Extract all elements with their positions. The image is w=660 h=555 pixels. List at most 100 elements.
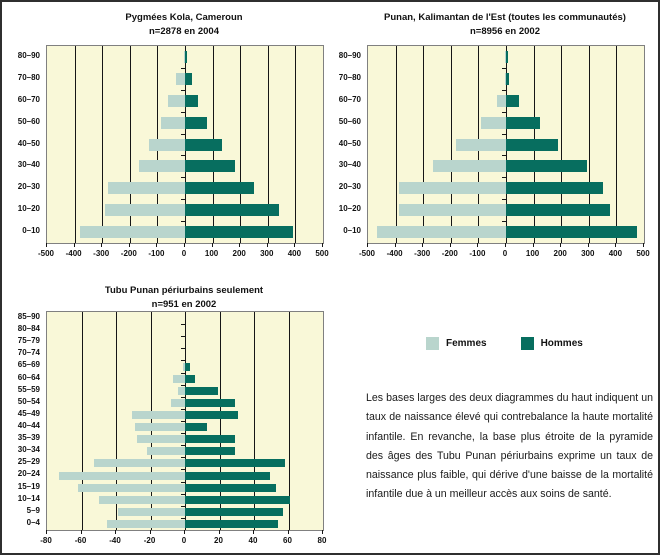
x-axis-label: -20 [143, 536, 156, 545]
x-axis-tick [643, 243, 644, 247]
x-axis-tick [128, 243, 130, 247]
category-axis-tick [181, 517, 185, 519]
gridline [588, 46, 590, 243]
bar-hommes [185, 495, 291, 504]
gridline [74, 46, 76, 243]
category-axis-tick [181, 89, 185, 91]
x-axis-tick [184, 530, 185, 534]
chart-title: Pygmées Kola, Cameroun [125, 12, 243, 23]
bar-hommes [185, 398, 236, 407]
bar-femmes [107, 519, 185, 528]
x-axis-label: 500 [315, 249, 329, 258]
y-axis-label: 60–64 [17, 372, 40, 382]
bar-hommes [506, 50, 508, 63]
y-axis-label: 60–70 [338, 94, 361, 104]
bar-hommes [185, 386, 218, 395]
category-axis-tick [181, 457, 185, 459]
y-axis-label: 20–30 [17, 182, 40, 192]
hommes-swatch-icon [520, 337, 534, 350]
y-axis-label: 70–80 [338, 72, 361, 82]
bar-hommes [185, 435, 236, 444]
y-axis-label: 70–80 [17, 72, 40, 82]
y-axis-label: 5–9 [26, 505, 40, 515]
legend: Femmes Hommes [426, 337, 583, 350]
x-axis-label: 40 [248, 536, 258, 545]
category-axis-tick [181, 360, 185, 362]
x-axis-label: -60 [74, 536, 87, 545]
bar-hommes [185, 374, 196, 383]
bar-femmes [161, 116, 185, 129]
x-axis-tick [239, 243, 241, 247]
bar-hommes [185, 94, 199, 107]
x-axis-label: -80 [40, 536, 52, 545]
y-axis-label: 30–40 [17, 160, 40, 170]
bar-femmes [168, 94, 185, 107]
bar-femmes [107, 182, 185, 195]
category-axis-tick [181, 67, 185, 69]
category-axis-tick [502, 199, 506, 201]
gridline [450, 46, 452, 243]
chart-title: Punan, Kalimantan de l'Est (toutes les c… [384, 12, 626, 23]
femmes-swatch-icon [426, 337, 439, 350]
pyramid-chart-kola: Pygmées Kola, Cameroun n=2878 en 2004 -5… [12, 10, 329, 270]
category-axis-tick [181, 324, 185, 326]
gridline [185, 312, 186, 530]
gridline [295, 46, 297, 243]
bar-femmes [184, 50, 185, 63]
bar-femmes [175, 72, 185, 85]
x-axis-label: 100 [204, 249, 219, 258]
x-axis-label: 400 [608, 249, 623, 258]
y-axis-label: 40–50 [17, 138, 40, 148]
gridline [240, 46, 242, 243]
bar-hommes [185, 471, 270, 480]
pyramid-chart-punan: Punan, Kalimantan de l'Est (toutes les c… [332, 10, 650, 270]
bar-femmes [78, 483, 185, 492]
chart-subtitle: n=8956 en 2002 [470, 26, 540, 37]
chart-subtitle: n=2878 en 2004 [149, 26, 219, 37]
bar-femmes [433, 160, 506, 173]
bar-hommes [185, 138, 223, 151]
category-axis-tick [181, 445, 185, 447]
bar-femmes [398, 204, 506, 217]
x-axis-tick [46, 530, 47, 534]
bar-femmes [147, 447, 185, 456]
gridline [254, 312, 255, 530]
gridline [116, 312, 117, 530]
bar-femmes [149, 138, 185, 151]
gridline [81, 312, 83, 530]
x-axis-tick [253, 530, 254, 534]
x-axis-tick [294, 243, 296, 247]
x-axis-label: -100 [148, 249, 165, 258]
x-axis-label: -400 [65, 249, 82, 258]
y-axis-label: 40–44 [17, 421, 40, 430]
x-axis-tick [367, 243, 368, 247]
x-axis-label: -40 [109, 536, 121, 545]
category-axis-tick [181, 155, 185, 157]
y-axis-label: 10–20 [338, 204, 361, 214]
x-axis-tick [322, 530, 323, 534]
y-axis-label: 75–79 [17, 336, 40, 346]
bar-femmes [139, 160, 185, 173]
bar-hommes [185, 226, 294, 239]
bar-femmes [480, 116, 506, 129]
bar-femmes [136, 435, 185, 444]
x-axis-tick [46, 243, 47, 247]
bar-hommes [185, 50, 188, 63]
gridline [150, 312, 152, 530]
x-axis-tick [115, 530, 116, 534]
bar-femmes [117, 507, 185, 516]
y-axis-label: 65–69 [17, 360, 40, 370]
y-axis-label: 0–10 [343, 226, 361, 236]
bar-hommes [185, 519, 279, 528]
bar-femmes [80, 226, 185, 239]
bar-femmes [171, 398, 185, 407]
category-axis-tick [181, 372, 185, 374]
category-axis-tick [181, 408, 185, 410]
category-axis-tick [181, 396, 185, 398]
pyramid-chart-tubu-punan: Tubu Punan périurbains seulement n=951 e… [12, 283, 327, 551]
y-axis-label: 80–90 [338, 51, 361, 60]
category-axis-tick [181, 336, 185, 338]
chart-body: -500 -400 -300 -200 -100 0 100 200 300 400 500 80–9… [332, 10, 650, 270]
x-axis-tick [149, 530, 151, 534]
